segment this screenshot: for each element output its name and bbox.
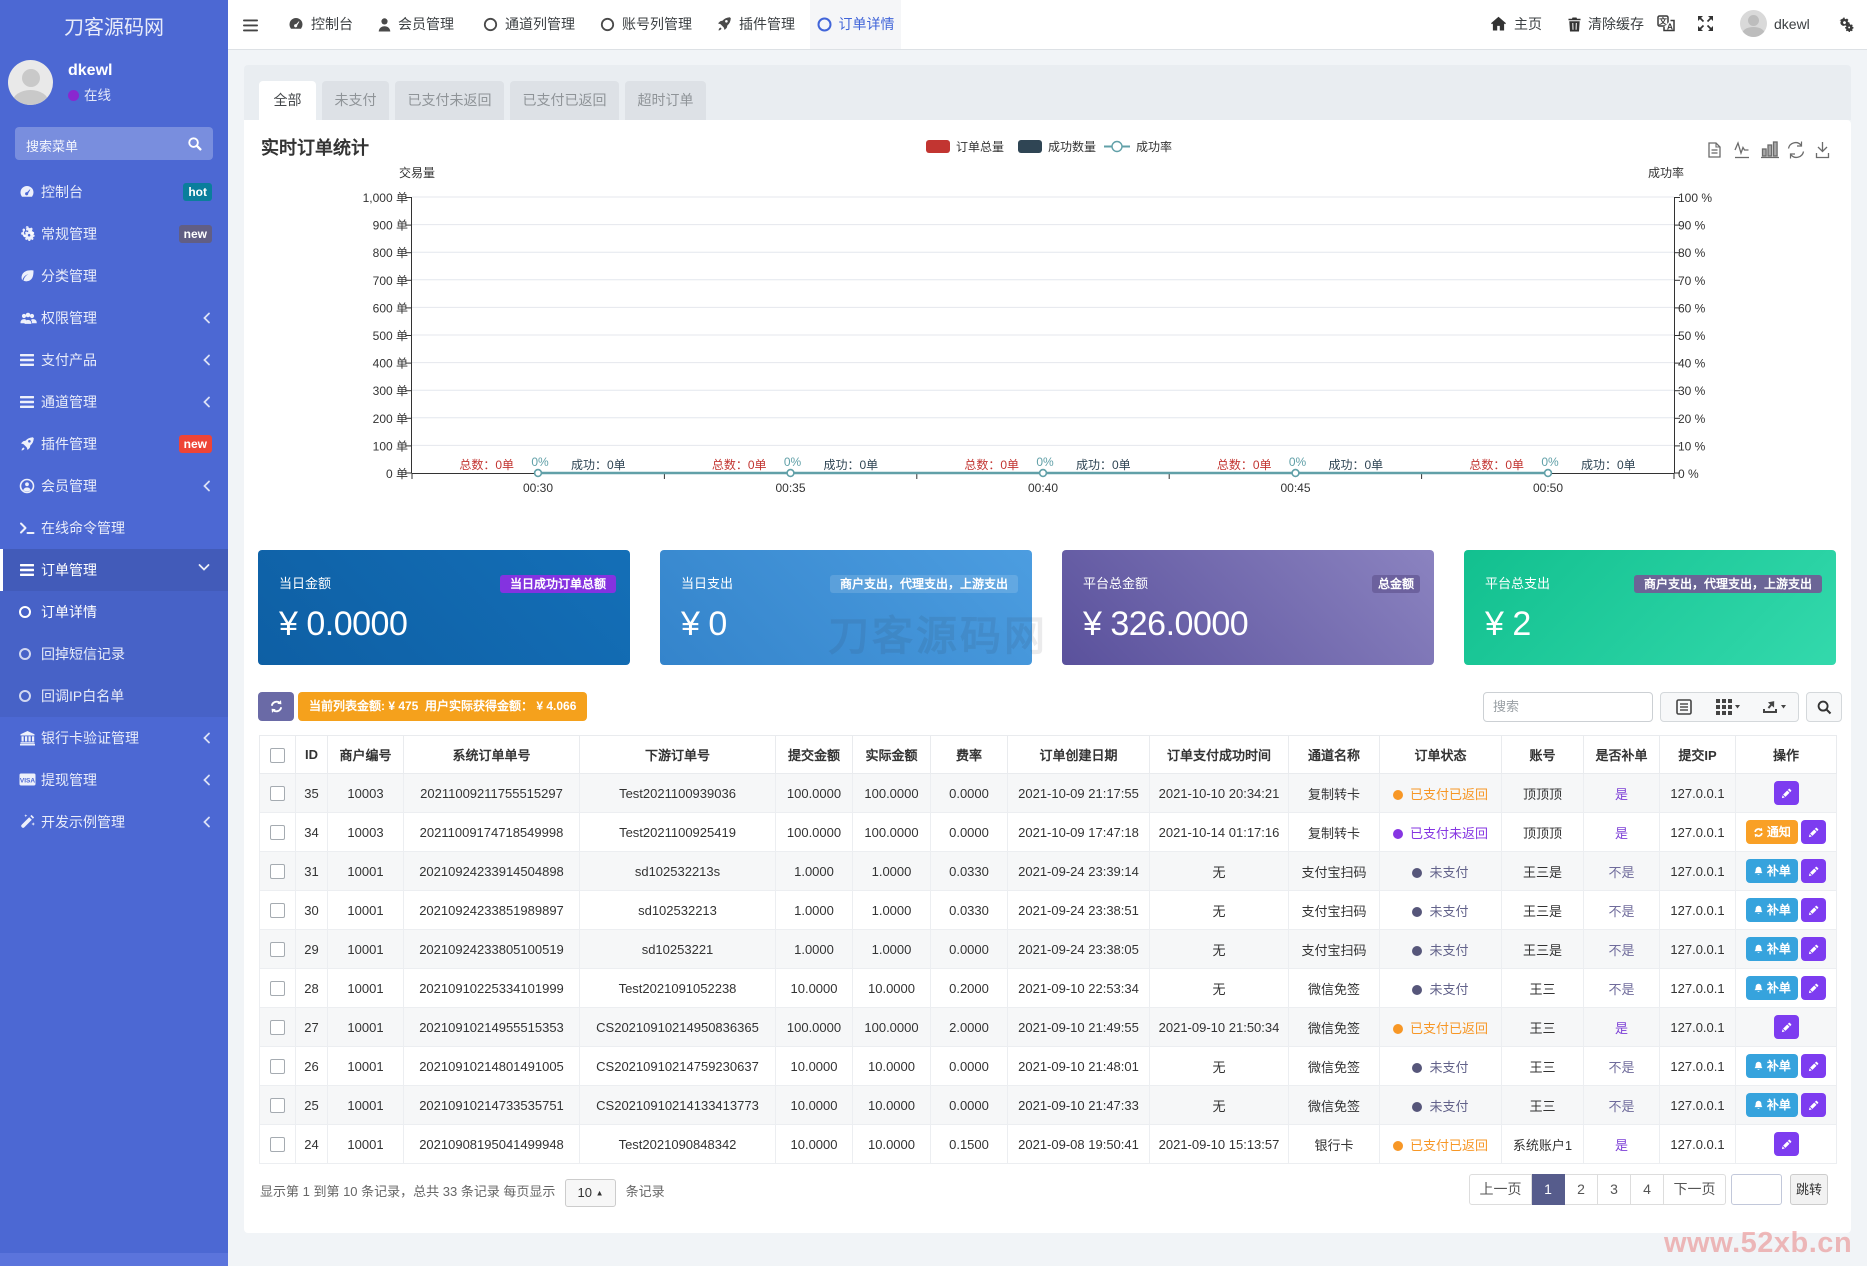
svg-text:200 单: 200 单 xyxy=(373,412,408,426)
svg-text:总数：0单: 总数：0单 xyxy=(964,457,1019,472)
svg-text:50 %: 50 % xyxy=(1678,329,1706,343)
svg-text:订单总量: 订单总量 xyxy=(956,140,1004,154)
svg-text:0 单: 0 单 xyxy=(386,467,408,481)
svg-text:总数：0单: 总数：0单 xyxy=(1469,457,1524,472)
svg-text:00:35: 00:35 xyxy=(775,481,805,495)
svg-text:00:45: 00:45 xyxy=(1280,481,1310,495)
svg-text:总数：0单: 总数：0单 xyxy=(1217,457,1272,472)
svg-text:A: A xyxy=(1667,21,1673,31)
svg-text:800 单: 800 单 xyxy=(373,246,408,260)
svg-text:400 单: 400 单 xyxy=(373,357,408,371)
svg-text:100 %: 100 % xyxy=(1678,191,1712,205)
svg-text:100 单: 100 单 xyxy=(373,439,408,453)
svg-text:成功：0单: 成功：0单 xyxy=(824,458,879,472)
svg-text:成功：0单: 成功：0单 xyxy=(571,458,626,472)
svg-text:0%: 0% xyxy=(1036,455,1054,469)
svg-text:文: 文 xyxy=(1659,16,1668,26)
svg-text:00:40: 00:40 xyxy=(1028,481,1058,495)
svg-text:70 %: 70 % xyxy=(1678,274,1706,288)
svg-text:0 %: 0 % xyxy=(1678,467,1699,481)
svg-text:700 单: 700 单 xyxy=(373,274,408,288)
svg-text:80 %: 80 % xyxy=(1678,246,1706,260)
svg-text:成功率: 成功率 xyxy=(1136,139,1172,154)
svg-text:成功：0单: 成功：0单 xyxy=(1076,458,1131,472)
svg-text:00:30: 00:30 xyxy=(523,481,553,495)
svg-text:500 单: 500 单 xyxy=(373,329,408,343)
svg-text:总数：0单: 总数：0单 xyxy=(712,457,767,472)
svg-text:VISA: VISA xyxy=(20,777,35,784)
svg-text:1,000 单: 1,000 单 xyxy=(363,191,408,205)
svg-text:0%: 0% xyxy=(1289,455,1307,469)
svg-text:成功：0单: 成功：0单 xyxy=(1329,458,1384,472)
svg-text:0%: 0% xyxy=(784,455,802,469)
svg-text:交易量: 交易量 xyxy=(399,165,435,180)
svg-text:0%: 0% xyxy=(1541,455,1559,469)
svg-text:成功：0单: 成功：0单 xyxy=(1581,458,1636,472)
svg-text:成功数量: 成功数量 xyxy=(1048,139,1096,154)
svg-text:60 %: 60 % xyxy=(1678,301,1706,315)
svg-text:20 %: 20 % xyxy=(1678,412,1706,426)
svg-text:90 %: 90 % xyxy=(1678,219,1706,233)
svg-text:900 单: 900 单 xyxy=(373,219,408,233)
svg-text:10 %: 10 % xyxy=(1678,439,1706,453)
svg-text:600 单: 600 单 xyxy=(373,301,408,315)
svg-text:30 %: 30 % xyxy=(1678,384,1706,398)
svg-text:成功率: 成功率 xyxy=(1648,165,1684,180)
svg-text:0%: 0% xyxy=(531,455,549,469)
svg-text:总数：0单: 总数：0单 xyxy=(459,457,514,472)
svg-text:40 %: 40 % xyxy=(1678,357,1706,371)
svg-text:300 单: 300 单 xyxy=(373,384,408,398)
svg-text:00:50: 00:50 xyxy=(1533,481,1563,495)
